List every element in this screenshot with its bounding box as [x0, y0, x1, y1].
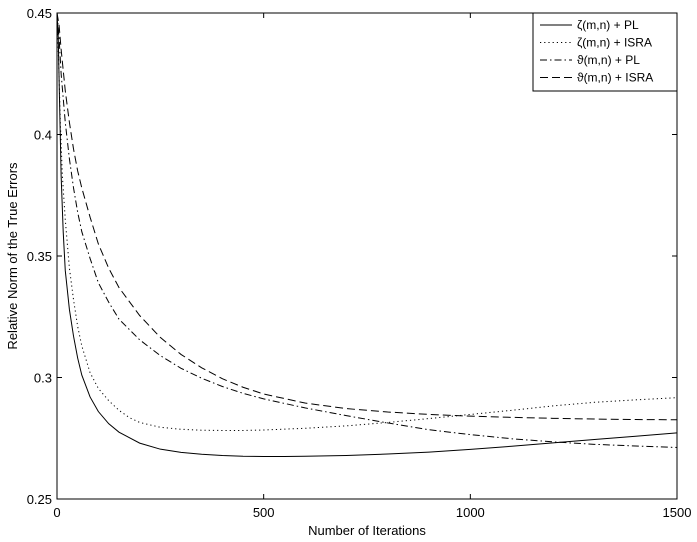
- series-line-4: [57, 13, 677, 421]
- y-tick-label: 0.25: [27, 492, 52, 507]
- legend-entry-label: ζ(m,n) + PL: [577, 18, 639, 32]
- y-tick-label: 0.3: [34, 371, 52, 386]
- x-tick-label: 1000: [456, 505, 485, 520]
- y-tick-label: 0.4: [34, 128, 52, 143]
- series-layer: [57, 13, 677, 457]
- series-line-3: [57, 13, 677, 448]
- x-tick-label: 0: [53, 505, 60, 520]
- legend-entry-label: ζ(m,n) + ISRA: [577, 36, 652, 50]
- y-tick-label: 0.45: [27, 6, 52, 21]
- axis-ticks: 0 500 1000 1500 0.25 0.3 0.35 0.4 0.45: [27, 6, 692, 520]
- x-axis-label: Number of Iterations: [308, 523, 426, 538]
- legend: ζ(m,n) + PL ζ(m,n) + ISRA ϑ(m,n) + PL ϑ(m,n…: [532, 12, 678, 92]
- y-tick-label: 0.35: [27, 249, 52, 264]
- legend-entry-label: ϑ(m,n) + PL: [577, 53, 640, 67]
- y-axis-label: Relative Norm of the True Errors: [5, 162, 20, 350]
- legend-entry-label: ϑ(m,n) + ISRA: [577, 71, 653, 85]
- x-tick-label: 500: [253, 505, 275, 520]
- x-tick-label: 1500: [663, 505, 692, 520]
- series-line-1: [57, 13, 677, 457]
